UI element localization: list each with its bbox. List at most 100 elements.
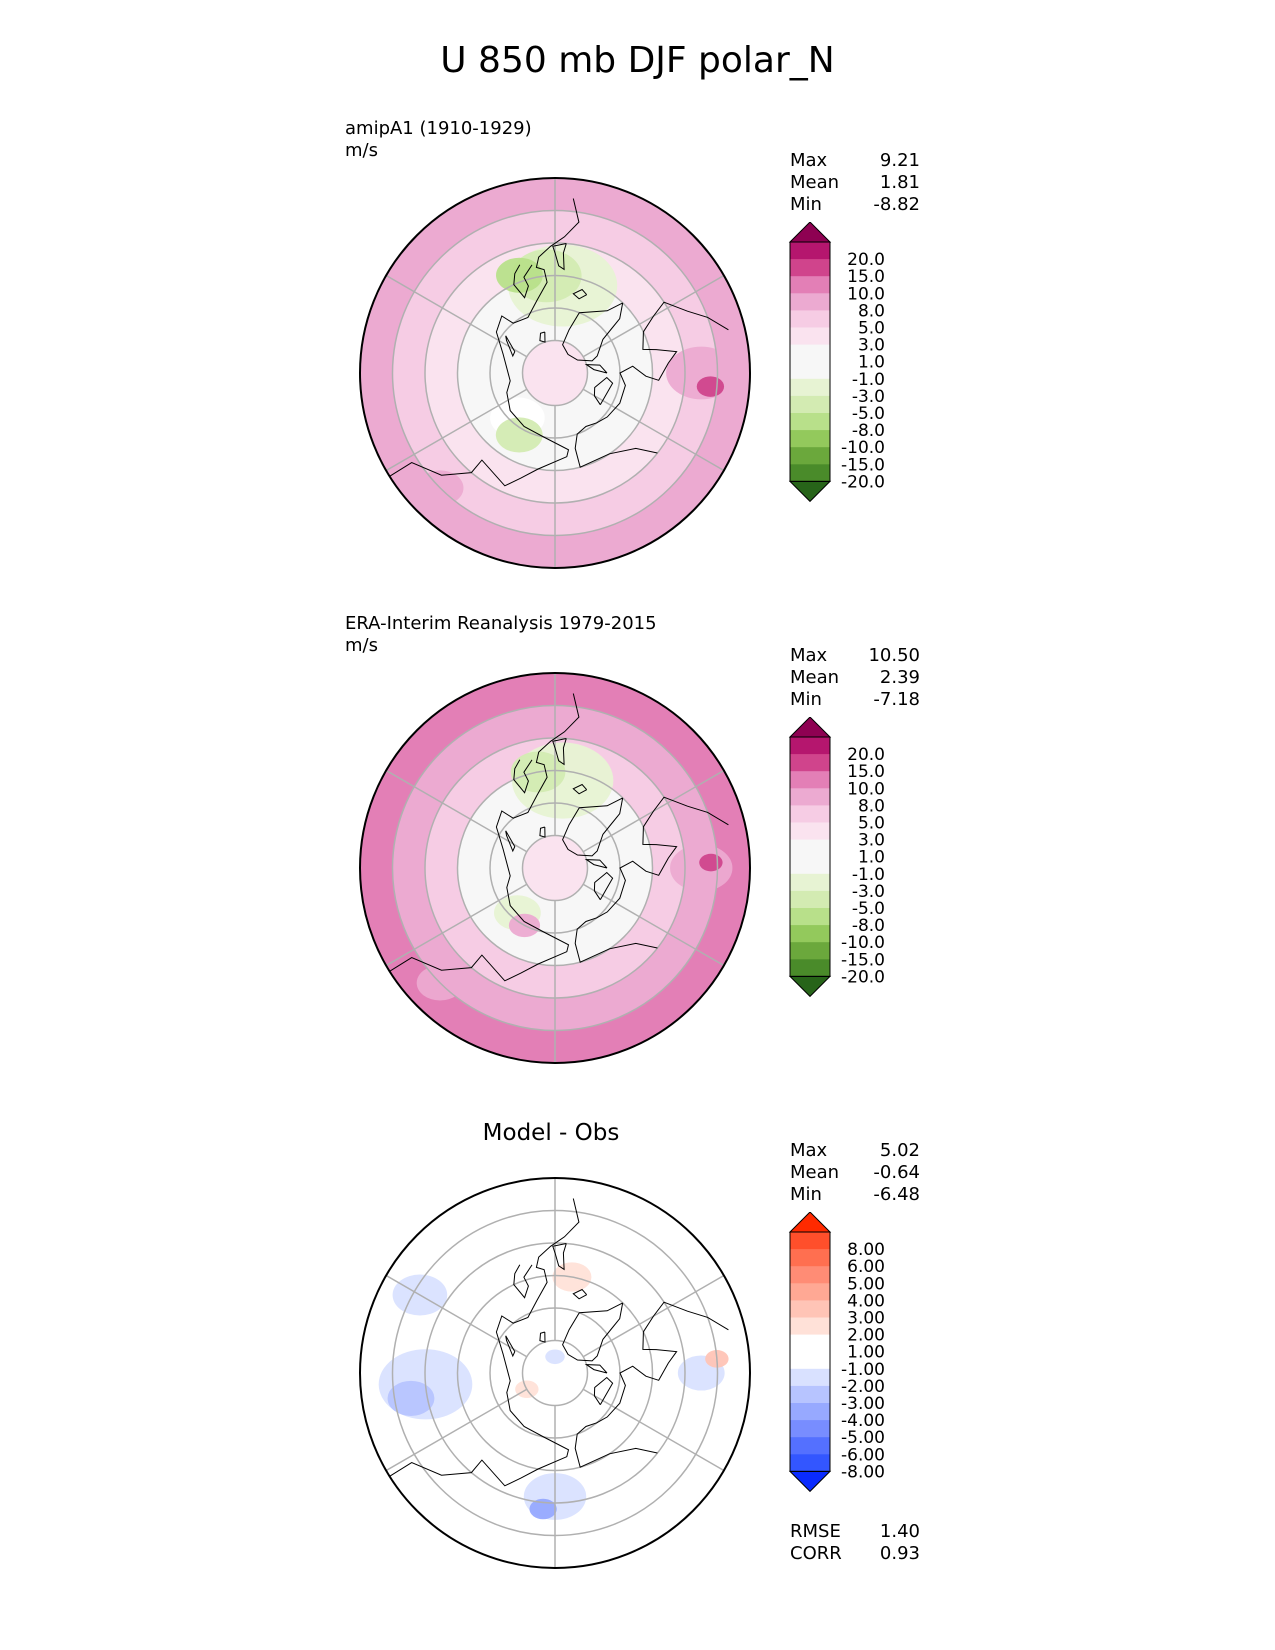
colorbar-swatch	[790, 344, 830, 363]
colorbar-swatch	[790, 1351, 830, 1370]
coastline	[562, 302, 624, 362]
meridian-line	[380, 271, 528, 358]
panel-title: ERA-Interim Reanalysis 1979-2015 m/s	[345, 613, 657, 657]
meridian-line	[582, 766, 730, 853]
colorbar-extend-max	[788, 717, 832, 738]
coastline	[505, 335, 516, 358]
meridian-line	[380, 883, 528, 970]
colorbar-swatch	[790, 1368, 830, 1387]
colorbar-swatch	[790, 822, 830, 841]
meridian-line	[380, 766, 528, 853]
colorbar-swatch	[790, 242, 830, 260]
colorbar-tick-label: 1.0	[858, 848, 885, 868]
colorbar-swatch	[790, 873, 830, 892]
field-anomaly	[699, 853, 723, 872]
coastline	[562, 797, 624, 857]
colorbar-tick-label: 1.00	[847, 1343, 885, 1363]
colorbar-swatch	[790, 771, 830, 789]
colorbar-tick-label: -10.0	[841, 438, 885, 458]
coastline	[539, 1331, 546, 1343]
colorbar-swatch	[790, 805, 830, 823]
map-field	[360, 1178, 750, 1568]
colorbar-tick-label: -3.00	[841, 1394, 885, 1414]
coastline	[574, 796, 729, 963]
colorbar-swatch	[790, 1283, 830, 1301]
colorbar-swatch	[790, 737, 830, 755]
colorbar-swatch	[790, 1300, 830, 1318]
coastline	[513, 1264, 533, 1299]
coastline	[552, 738, 567, 766]
colorbar-tick-label: -6.00	[841, 1445, 885, 1465]
stat-corr: CORR 0.93	[790, 1543, 920, 1564]
colorbar-tick-label: 8.00	[847, 1240, 885, 1260]
colorbar-extend-min	[788, 1470, 832, 1493]
panel-title-line1: ERA-Interim Reanalysis 1979-2015	[345, 613, 657, 634]
coastline	[505, 830, 516, 853]
colorbar-tick-label: 5.0	[858, 814, 885, 834]
field-anomaly	[387, 1380, 435, 1416]
colorbar-tick-label: -15.0	[841, 455, 885, 475]
colorbar-tick-label: 2.00	[847, 1326, 885, 1346]
colorbar-swatch	[790, 942, 830, 960]
diff-title: Model - Obs	[482, 1120, 620, 1146]
colorbar-tick-label: 1.0	[858, 353, 885, 373]
colorbar-tick-label: 8.0	[858, 796, 885, 816]
colorbar-swatch	[790, 1249, 830, 1267]
colorbar-tick-label: 20.0	[847, 250, 885, 270]
coastline	[574, 301, 729, 468]
colorbar-swatch	[790, 1317, 830, 1336]
coastline	[539, 331, 546, 343]
coastline	[584, 364, 608, 374]
colorbar-tick-label: -8.0	[852, 916, 885, 936]
colorbar-tick-label: -3.0	[852, 387, 885, 407]
colorbar-tick-label: 3.00	[847, 1309, 885, 1329]
meridian-line	[380, 1388, 528, 1475]
colorbar-swatch	[790, 1403, 830, 1421]
map-field	[360, 673, 750, 1063]
colorbar-extend-max	[788, 222, 832, 243]
colorbar-swatch	[790, 839, 830, 858]
colorbar-tick-label: -8.00	[841, 1462, 885, 1482]
colorbar-swatch	[790, 361, 830, 380]
coastline	[593, 871, 614, 900]
coastline	[513, 264, 533, 299]
colorbar-swatch	[790, 890, 830, 909]
colorbar-swatch	[790, 1385, 830, 1404]
colorbar-tick-label: -2.00	[841, 1377, 885, 1397]
colorbar-outline	[789, 241, 831, 482]
colorbar-tick-label: 10.0	[847, 779, 885, 799]
field-anomaly	[696, 376, 725, 397]
colorbar-tick-label: 3.0	[858, 336, 885, 356]
meridian-line	[582, 388, 730, 475]
colorbar-swatch	[790, 447, 830, 465]
stat-max: Max 9.21	[790, 150, 920, 171]
colorbar-tick-label: 3.0	[858, 831, 885, 851]
colorbar-tick-label: -20.0	[841, 967, 885, 987]
colorbar-tick-label: -8.0	[852, 421, 885, 441]
colorbar-tick-label: -20.0	[841, 472, 885, 492]
colorbar-tick-label: 15.0	[847, 267, 885, 287]
colorbar-tick-label: 6.00	[847, 1257, 885, 1277]
colorbar-swatch	[790, 856, 830, 875]
colorbar-swatch	[790, 1437, 830, 1455]
panel-diff: Model - Obs Max 5.02 Mean -0.64 Min -6.48 8…	[0, 990, 1275, 1569]
figure-title: U 850 mb DJF polar_N	[440, 40, 835, 81]
colorbar-tick-label: -1.00	[841, 1360, 885, 1380]
map-boundary	[359, 1177, 751, 1569]
colorbar-outline	[789, 1231, 831, 1472]
coastline	[572, 288, 588, 300]
colorbar-tick-label: 20.0	[847, 745, 885, 765]
coastline	[584, 859, 608, 869]
coastline	[584, 1364, 608, 1374]
field-anomaly	[670, 844, 733, 892]
coastline	[389, 693, 580, 982]
meridian-line	[582, 1271, 730, 1358]
map-field	[360, 178, 750, 568]
colorbar-swatch	[790, 1420, 830, 1438]
stat-min: Min -7.18	[790, 689, 920, 710]
colorbar-tick-label: -4.00	[841, 1411, 885, 1431]
colorbar-tick-label: -5.00	[841, 1428, 885, 1448]
colorbar-tick-label: -15.0	[841, 950, 885, 970]
colorbar-tick-label: -1.0	[852, 370, 885, 390]
colorbar-tick-label: 4.00	[847, 1291, 885, 1311]
